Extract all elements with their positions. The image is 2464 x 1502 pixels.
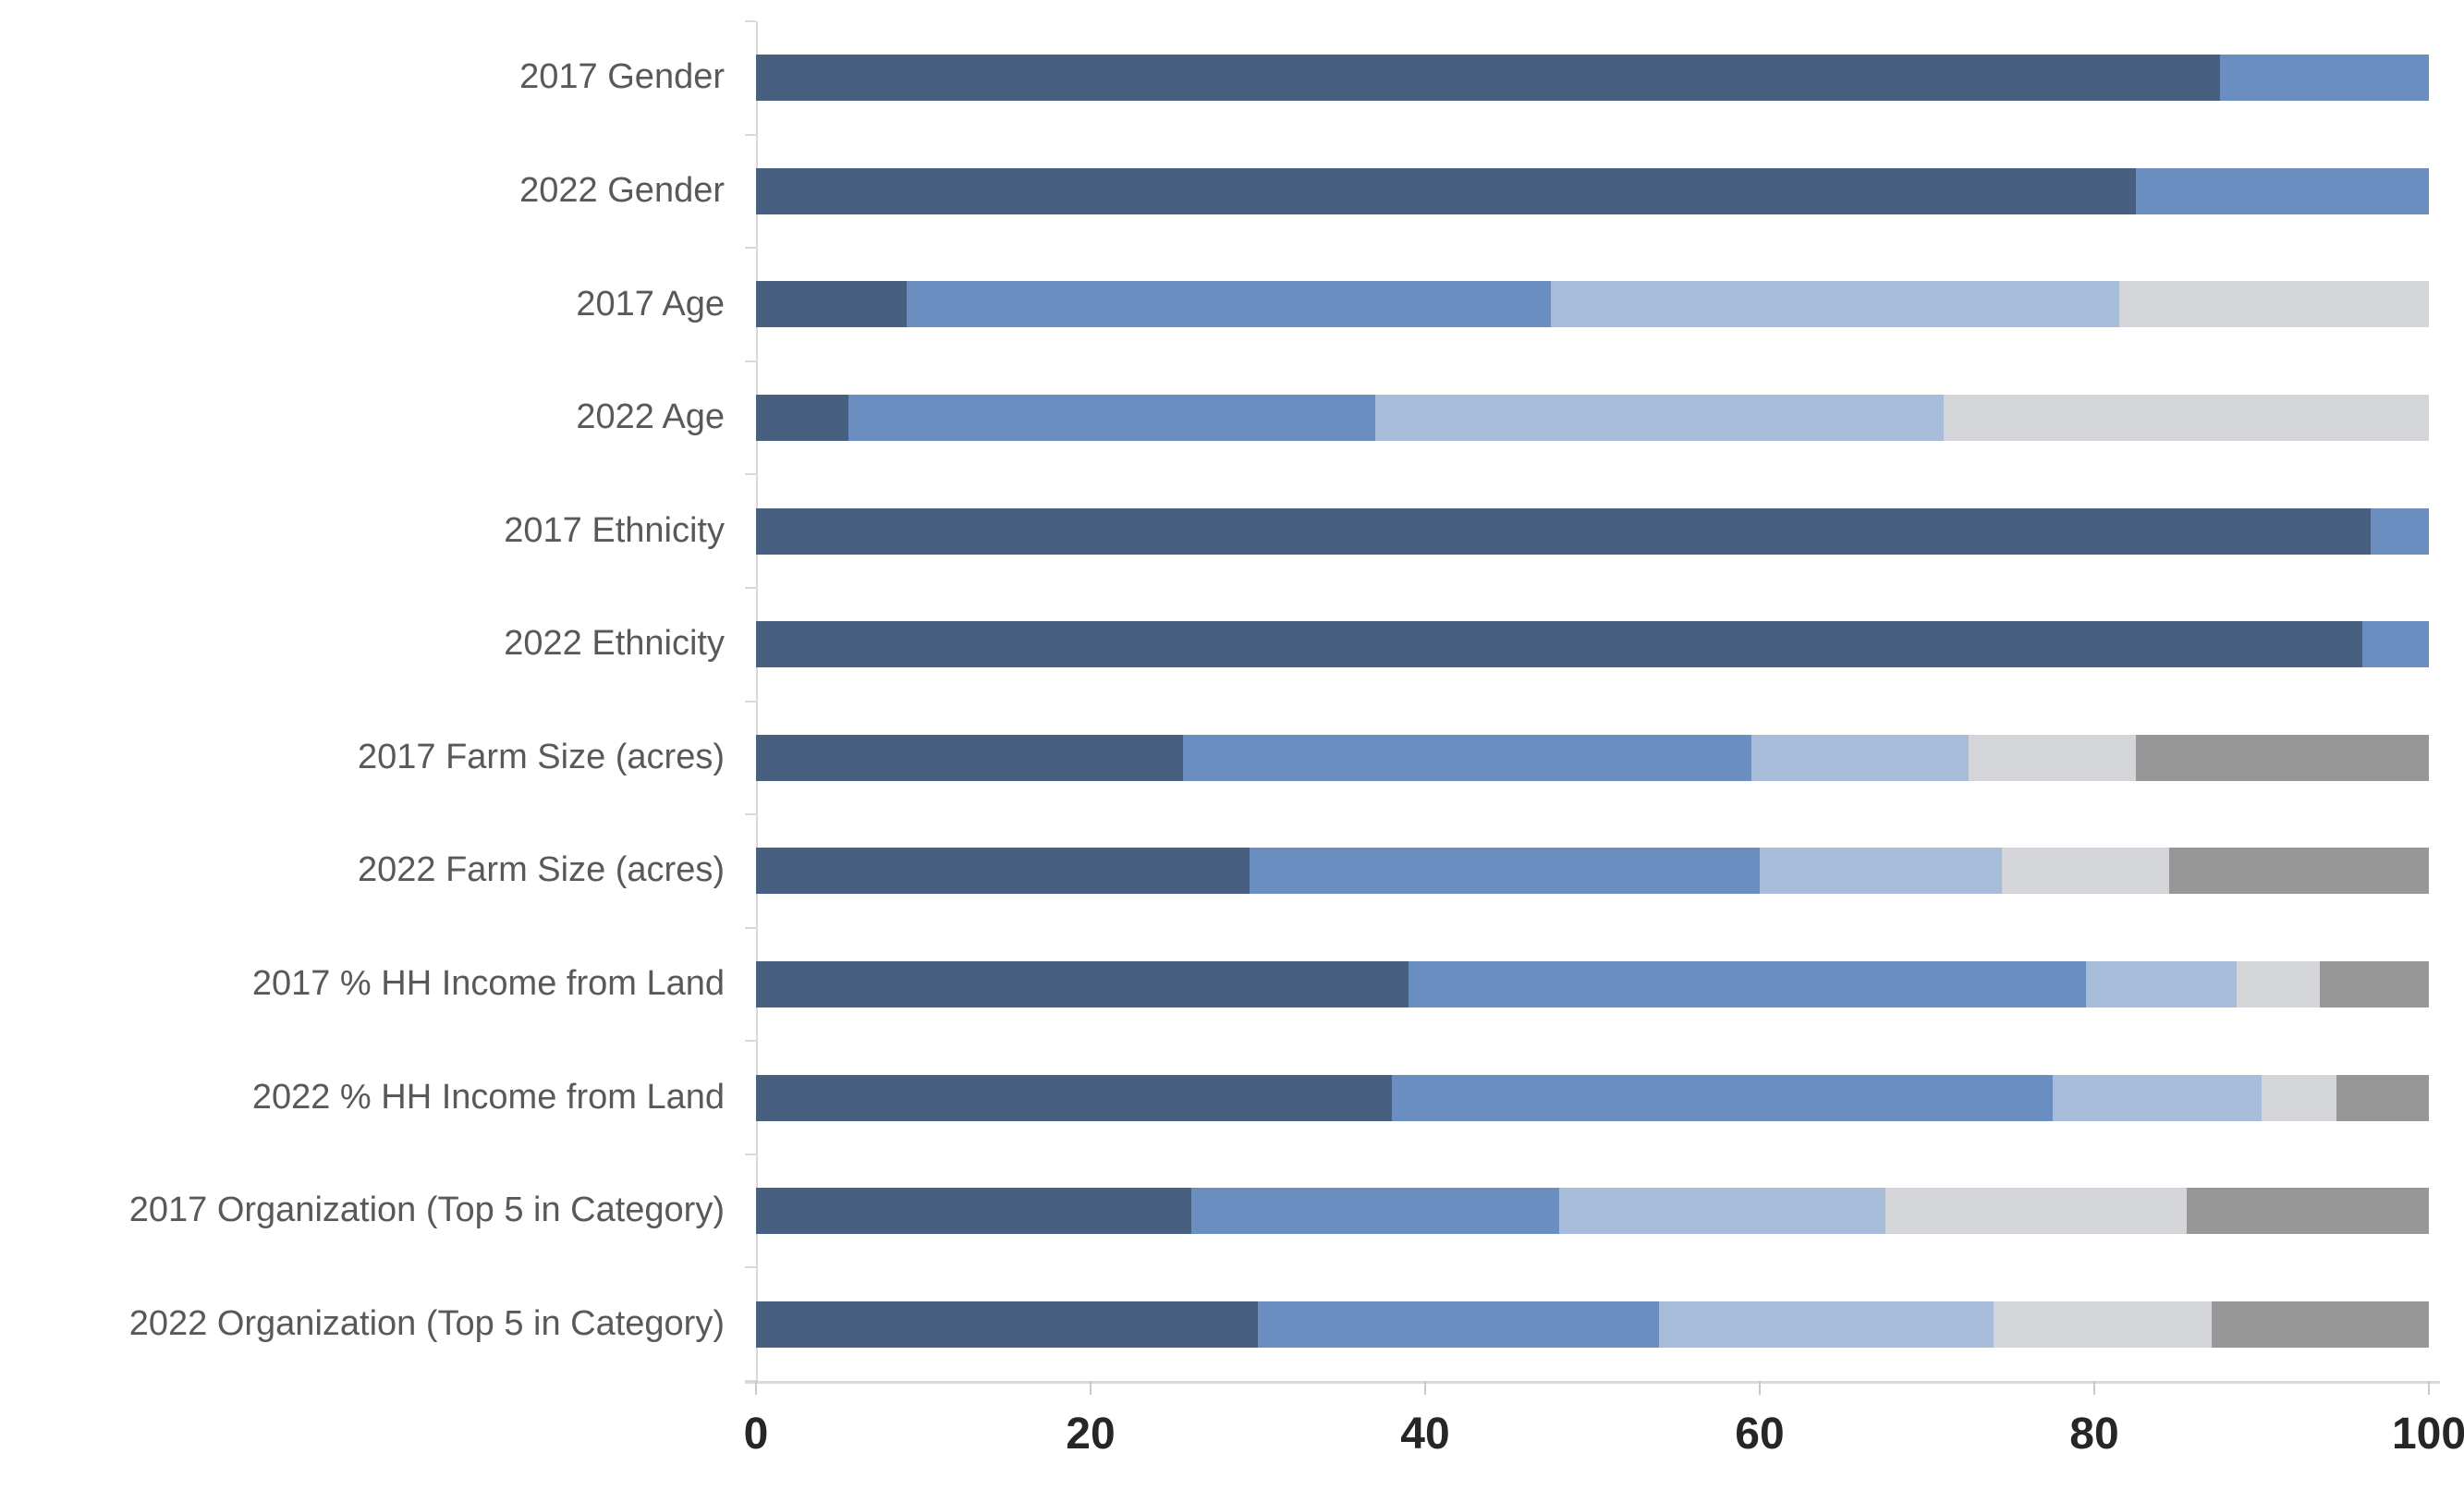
bar-segment-s3 <box>1759 848 2003 895</box>
x-tick-label: 40 <box>1400 1410 1450 1459</box>
bar-segment-s2 <box>848 395 1375 442</box>
category-label: 2022 Organization (Top 5 in Category) <box>128 1303 725 1343</box>
y-axis-tick <box>745 20 756 22</box>
y-axis-tick <box>745 360 756 362</box>
bar-segment-s5 <box>2186 1188 2429 1235</box>
bar-row <box>756 1074 2429 1121</box>
bar-segment-s1 <box>756 55 2220 102</box>
bar-segment-s2 <box>2136 167 2429 214</box>
bar-segment-s5 <box>2320 960 2429 1007</box>
bar-segment-s5 <box>2336 1074 2429 1121</box>
bar-segment-s3 <box>2085 960 2237 1007</box>
y-axis-tick <box>745 133 756 136</box>
bar-segment-s1 <box>756 848 1250 895</box>
bar-segment-s2 <box>2361 621 2429 668</box>
bar-segment-s3 <box>2052 1074 2262 1121</box>
y-axis-tick <box>745 473 756 476</box>
bar-segment-s4 <box>1969 734 2137 781</box>
bar-segment-s4 <box>2002 848 2170 895</box>
category-label: 2017 Age <box>576 284 725 324</box>
bar-segment-s4 <box>1885 1188 2187 1235</box>
bar-row <box>756 1188 2429 1235</box>
bar-segment-s3 <box>1659 1301 1994 1348</box>
bar-row <box>756 621 2429 668</box>
category-label: 2017 Ethnicity <box>504 510 725 550</box>
bar-row <box>756 507 2429 555</box>
bar-row <box>756 55 2429 102</box>
bar-segment-s2 <box>2370 507 2429 555</box>
bar-segment-s2 <box>1391 1074 2053 1121</box>
bar-segment-s2 <box>2219 55 2429 102</box>
bar-row <box>756 281 2429 328</box>
bar-segment-s1 <box>756 734 1183 781</box>
bar-row <box>756 848 2429 895</box>
x-axis-tick <box>755 1381 757 1395</box>
x-axis-tick <box>2428 1381 2430 1395</box>
y-axis-tick <box>745 586 756 589</box>
x-axis-line <box>745 1381 2440 1384</box>
category-label: 2017 Gender <box>519 57 725 97</box>
bar-segment-s5 <box>2169 848 2429 895</box>
category-label: 2022 Farm Size (acres) <box>357 850 725 890</box>
bar-segment-s4 <box>2261 1074 2337 1121</box>
bar-segment-s2 <box>1190 1188 1559 1235</box>
bar-segment-s3 <box>1750 734 1970 781</box>
x-tick-label: 80 <box>2069 1410 2119 1459</box>
x-tick-label: 100 <box>2391 1410 2464 1459</box>
y-axis-tick <box>745 700 756 702</box>
bar-segment-s4 <box>1994 1301 2212 1348</box>
bar-segment-s5 <box>2136 734 2429 781</box>
category-label: 2022 Age <box>576 397 725 437</box>
bar-segment-s4 <box>2119 281 2429 328</box>
category-label: 2017 Organization (Top 5 in Category) <box>128 1191 725 1230</box>
bar-segment-s1 <box>756 960 1409 1007</box>
bar-row <box>756 167 2429 214</box>
bar-segment-s1 <box>756 281 907 328</box>
bar-segment-s1 <box>756 621 2362 668</box>
x-tick-label: 0 <box>743 1410 769 1459</box>
y-axis-tick <box>745 247 756 250</box>
x-axis-tick <box>1424 1381 1426 1395</box>
bar-segment-s1 <box>756 1074 1392 1121</box>
bar-segment-s2 <box>1408 960 2086 1007</box>
bar-row <box>756 734 2429 781</box>
bar-segment-s4 <box>1944 395 2429 442</box>
category-label: 2022 Gender <box>519 170 725 210</box>
bar-segment-s1 <box>756 167 2137 214</box>
bar-segment-s3 <box>1550 281 2120 328</box>
bar-row <box>756 395 2429 442</box>
bar-segment-s3 <box>1374 395 1945 442</box>
bar-segment-s1 <box>756 507 2371 555</box>
bar-segment-s1 <box>756 1301 1258 1348</box>
category-label: 2022 % HH Income from Land <box>251 1077 725 1117</box>
y-axis-line <box>756 21 758 1381</box>
bar-segment-s4 <box>2236 960 2321 1007</box>
y-axis-tick <box>745 1266 756 1269</box>
category-label: 2017 % HH Income from Land <box>251 964 725 1004</box>
x-axis-tick <box>2093 1381 2095 1395</box>
bar-segment-s2 <box>906 281 1551 328</box>
x-tick-label: 20 <box>1066 1410 1116 1459</box>
bar-segment-s2 <box>1258 1301 1660 1348</box>
bar-segment-s2 <box>1182 734 1751 781</box>
y-axis-tick <box>745 926 756 929</box>
category-label: 2022 Ethnicity <box>504 624 725 664</box>
y-axis-tick <box>745 1040 756 1043</box>
bar-row <box>756 960 2429 1007</box>
y-axis-tick <box>745 813 756 816</box>
bar-segment-s1 <box>756 395 848 442</box>
category-label: 2017 Farm Size (acres) <box>357 737 725 776</box>
bar-segment-s3 <box>1558 1188 1885 1235</box>
bar-segment-s5 <box>2211 1301 2429 1348</box>
bar-row <box>756 1301 2429 1348</box>
y-axis-tick <box>745 1153 756 1155</box>
x-tick-label: 60 <box>1735 1410 1785 1459</box>
bar-segment-s1 <box>756 1188 1191 1235</box>
bar-segment-s2 <box>1249 848 1760 895</box>
x-axis-tick <box>1759 1381 1761 1395</box>
x-axis-tick <box>1090 1381 1092 1395</box>
